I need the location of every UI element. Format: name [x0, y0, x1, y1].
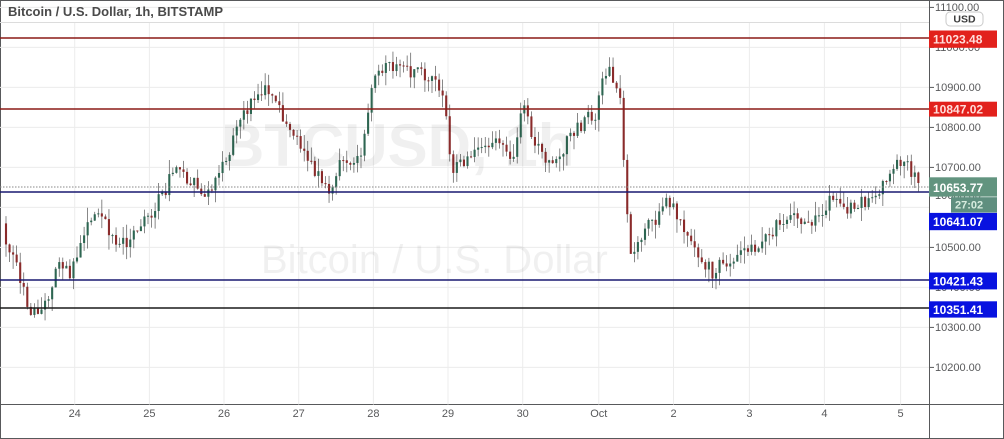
svg-text:Oct: Oct: [590, 408, 607, 420]
svg-text:USD: USD: [953, 14, 976, 26]
svg-text:Bitcoin / U.S. Dollar, 1h, BIT: Bitcoin / U.S. Dollar, 1h, BITSTAMP: [8, 4, 223, 19]
svg-text:10300.00: 10300.00: [935, 322, 981, 334]
svg-text:10653.77: 10653.77: [933, 181, 983, 195]
svg-text:2: 2: [670, 408, 676, 420]
svg-text:26: 26: [218, 408, 230, 420]
svg-text:10800.00: 10800.00: [935, 122, 981, 134]
svg-text:28: 28: [367, 408, 379, 420]
svg-text:5: 5: [898, 408, 904, 420]
svg-text:10421.43: 10421.43: [933, 274, 983, 288]
svg-text:BTCUSD, 1h: BTCUSD, 1h: [221, 112, 574, 179]
svg-text:10351.41: 10351.41: [933, 303, 983, 317]
svg-text:4: 4: [821, 408, 827, 420]
svg-text:10900.00: 10900.00: [935, 82, 981, 94]
svg-text:Bitcoin / U.S. Dollar: Bitcoin / U.S. Dollar: [261, 238, 608, 282]
svg-text:10847.02: 10847.02: [933, 102, 983, 116]
svg-text:10700.00: 10700.00: [935, 162, 981, 174]
svg-text:27: 27: [293, 408, 305, 420]
svg-text:25: 25: [143, 408, 155, 420]
svg-text:27:02: 27:02: [955, 200, 983, 212]
svg-text:24: 24: [69, 408, 81, 420]
svg-text:3: 3: [746, 408, 752, 420]
svg-text:30: 30: [517, 408, 529, 420]
svg-text:10500.00: 10500.00: [935, 242, 981, 254]
svg-text:10641.07: 10641.07: [933, 215, 983, 229]
svg-text:29: 29: [442, 408, 454, 420]
svg-text:10200.00: 10200.00: [935, 362, 981, 374]
svg-text:11023.48: 11023.48: [933, 33, 983, 47]
